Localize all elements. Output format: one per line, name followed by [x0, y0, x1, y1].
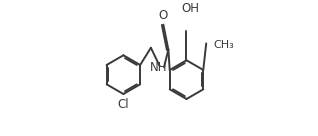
Text: CH₃: CH₃ — [213, 40, 234, 50]
Text: NH: NH — [150, 61, 168, 74]
Text: Cl: Cl — [118, 98, 129, 111]
Text: O: O — [158, 9, 167, 21]
Text: OH: OH — [182, 2, 200, 15]
